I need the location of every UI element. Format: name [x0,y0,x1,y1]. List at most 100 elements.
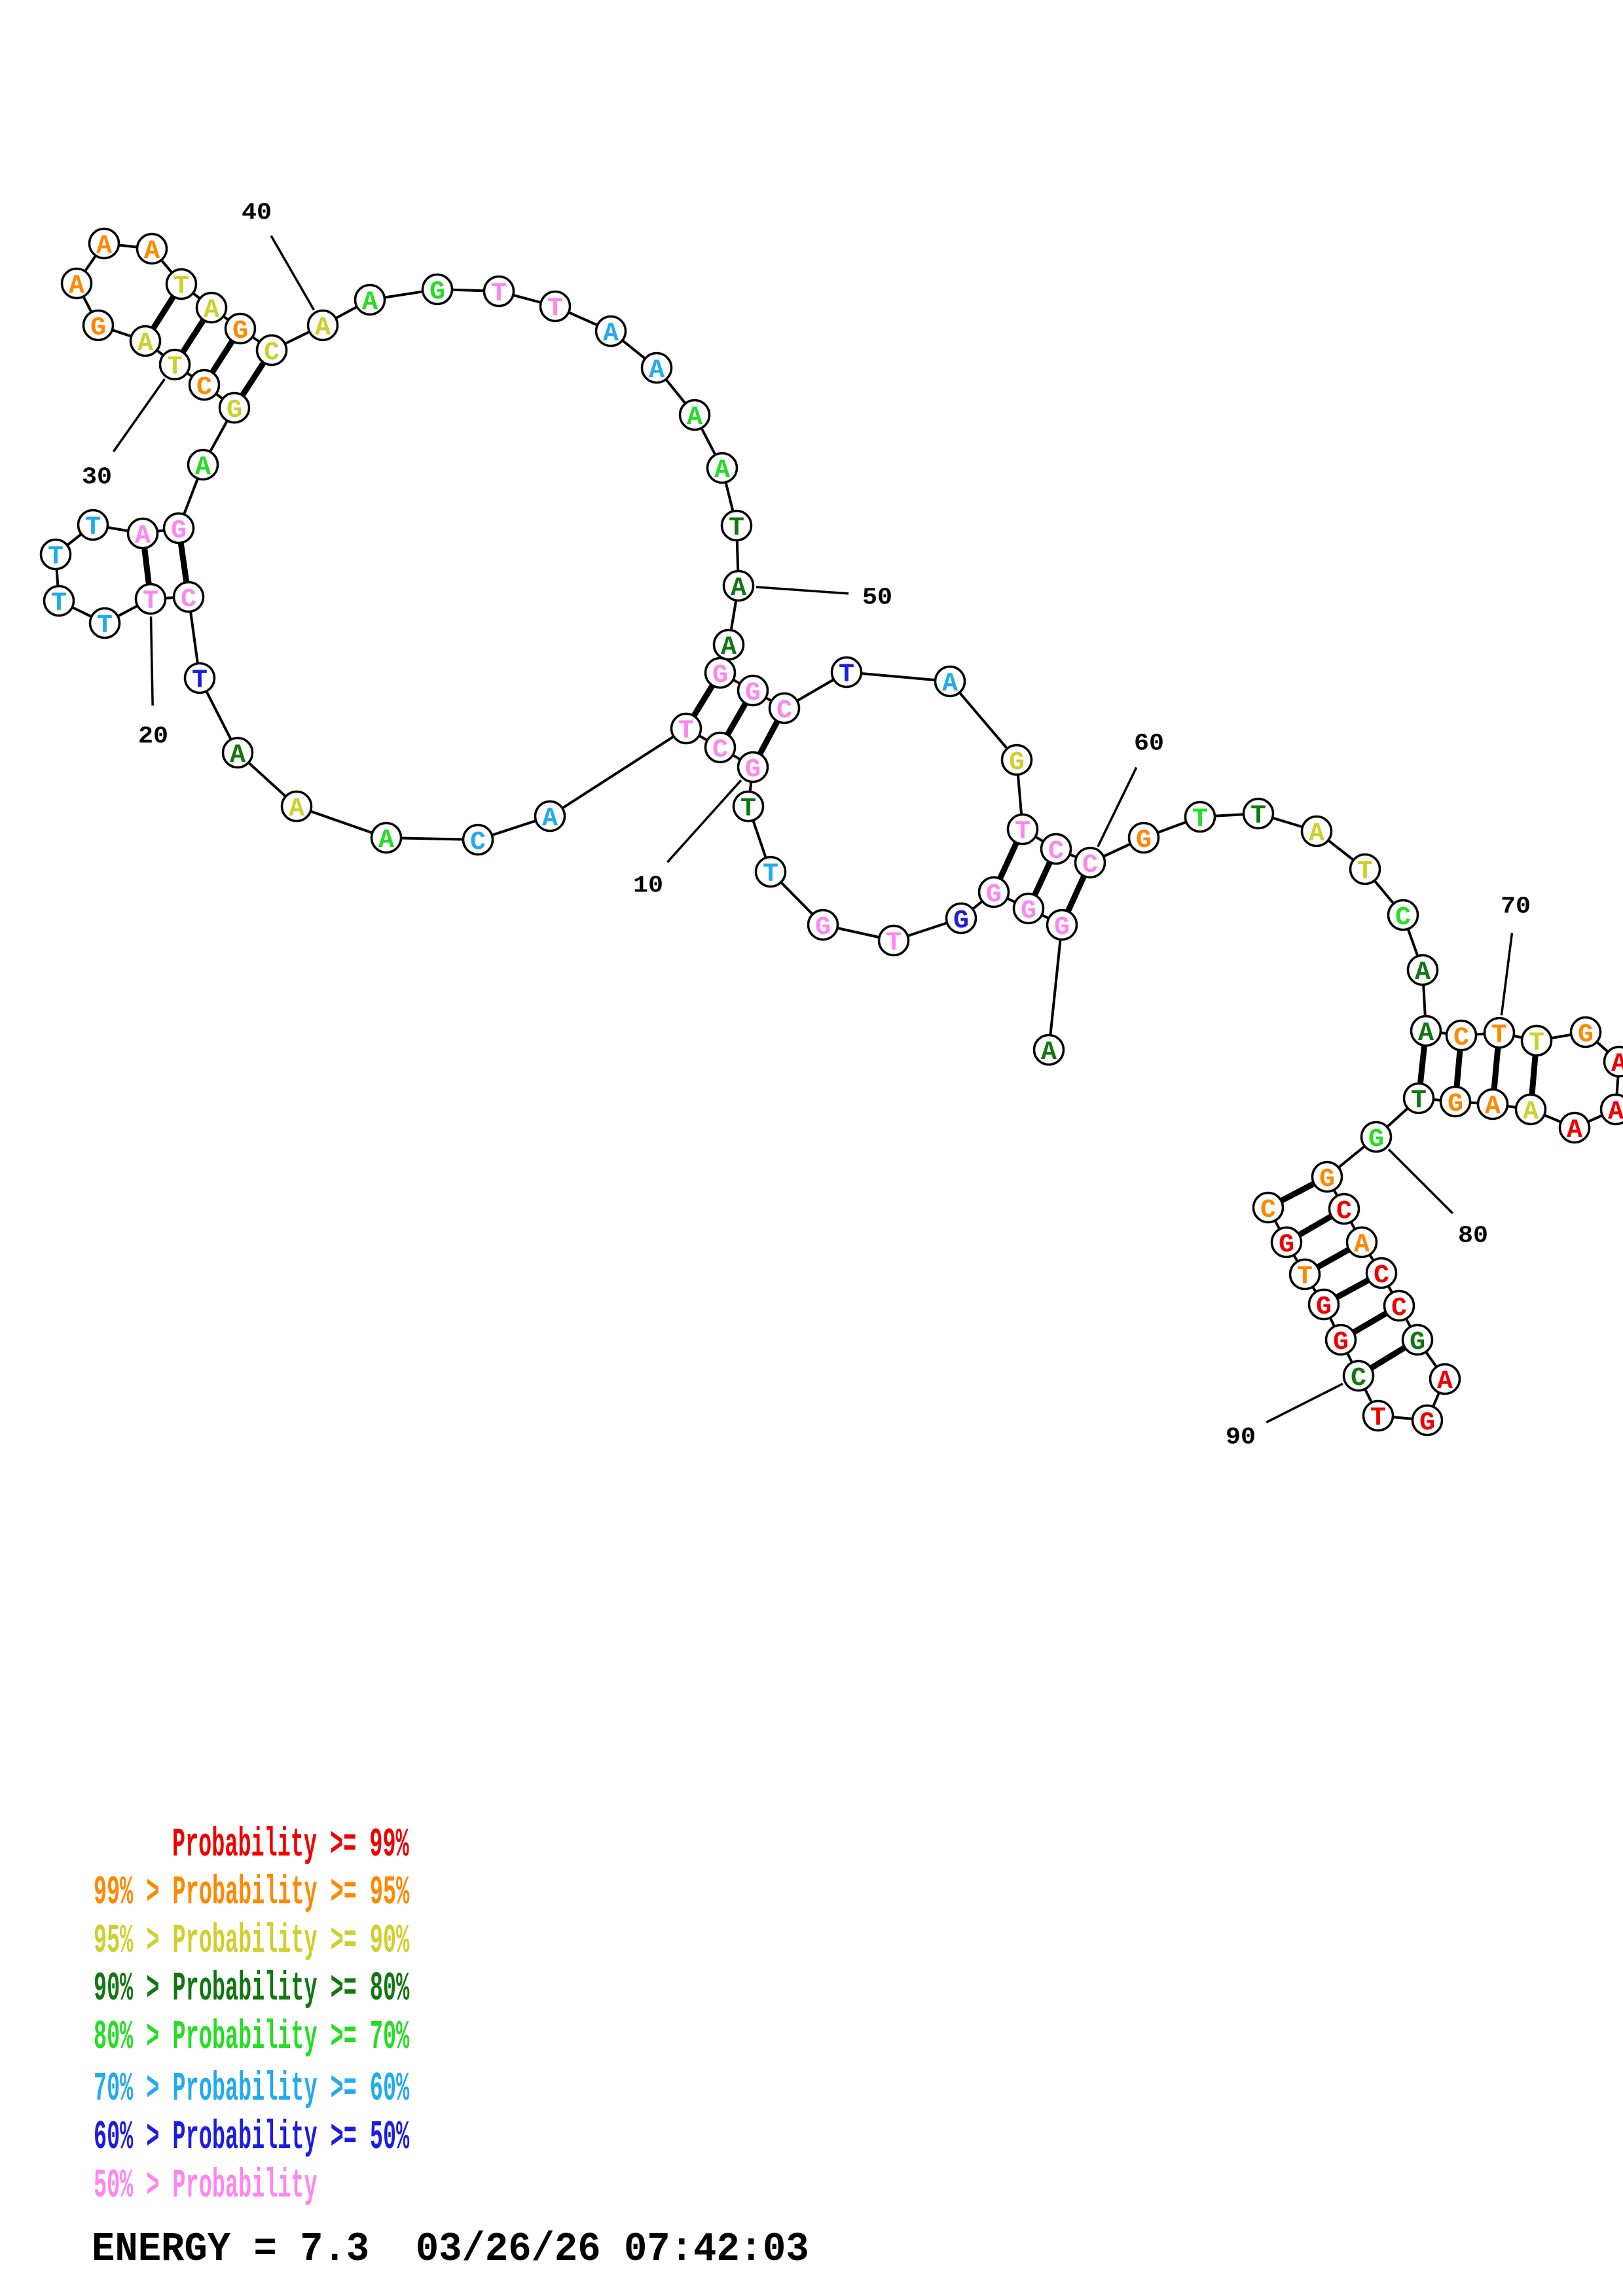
nt-letter-93-T: T [1297,1263,1313,1292]
nt-letter-83-A: A [1354,1230,1370,1260]
nt-letter-1-A: A [1041,1038,1057,1067]
nt-letter-87-A: A [1437,1367,1453,1397]
nt-circle-2 [1046,908,1078,941]
nt-letter-18-T: T [192,666,208,696]
nt-letter-60-C: C [1082,851,1098,880]
nt-letter-28-G: G [227,396,242,425]
nt-circle-74 [1599,1093,1623,1126]
nt-letter-90-C: C [1351,1364,1366,1393]
position-label-50: 50 [862,584,892,611]
nt-letter-13-A: A [542,804,558,834]
nt-circle-70 [1483,1016,1516,1049]
nt-circle-82 [1328,1193,1360,1225]
nt-letter-15-A: A [378,826,394,855]
nt-circle-55 [830,656,863,689]
nt-letter-63-T: T [1250,802,1266,831]
nt-circle-53 [737,674,769,707]
label-leader-line-90 [1266,1382,1343,1424]
nt-letter-82-C: C [1336,1197,1352,1227]
nt-letter-72-G: G [1578,1020,1594,1050]
nt-letter-32-G: G [90,314,106,343]
nt-circle-68 [1410,1014,1442,1047]
backbone-bond-56-57 [949,680,1018,761]
nt-circle-57 [1000,744,1033,776]
position-label-20: 20 [138,723,168,750]
nt-letter-48-A: A [714,456,730,486]
nt-circle-44 [539,290,572,323]
position-label-30: 30 [82,464,112,491]
nt-circle-19 [172,581,205,613]
nt-letter-35-A: A [144,237,160,266]
nt-circle-33 [60,267,93,300]
nt-circle-20 [134,583,167,615]
legend-line-prob-60: 70% > Probability >= 60% [94,2066,410,2112]
nt-circle-78 [1439,1085,1472,1118]
nt-circle-76 [1514,1093,1547,1126]
nt-letter-79-T: T [1411,1086,1427,1116]
nt-circle-64 [1300,815,1333,848]
nt-circle-29 [188,368,221,401]
nt-circle-15 [370,821,403,854]
legend-line-prob-below-50: 50% > Probability [94,2162,318,2209]
nt-circle-89 [1362,1399,1395,1432]
label-leader-line-40 [270,235,316,311]
nt-circle-49 [720,509,753,542]
nt-letter-26-G: G [171,516,187,546]
nt-circle-62 [1184,800,1216,833]
nt-circle-12 [670,712,702,745]
nt-letter-6-T: T [886,929,902,958]
nt-letter-29-C: C [196,373,212,403]
nt-letter-27-A: A [195,453,211,482]
nt-circle-56 [934,665,966,698]
nt-letter-30-T: T [167,353,183,382]
nt-letter-88-G: G [1419,1408,1435,1438]
backbone-bond-12-13 [549,727,687,817]
nt-letter-52-G: G [712,661,728,691]
nt-letter-92-G: G [1316,1293,1332,1322]
nt-circle-90 [1342,1359,1375,1392]
nt-circle-43 [483,275,515,308]
nt-letter-64-A: A [1309,819,1324,849]
label-leader-line-30 [112,378,166,453]
nt-circle-30 [158,348,191,381]
position-label-60: 60 [1134,730,1164,757]
nt-circle-66 [1387,899,1419,931]
nt-circle-28 [218,391,251,424]
nt-letter-16-A: A [289,795,304,824]
position-label-90: 90 [1226,1424,1256,1451]
nt-letter-80-G: G [1368,1125,1384,1155]
nt-circle-21 [88,607,121,639]
nt-circle-10 [737,751,769,783]
nt-circle-92 [1307,1288,1340,1321]
nt-letter-20-T: T [143,587,158,617]
label-leader-line-20 [149,616,154,706]
nt-letter-62-T: T [1192,805,1208,834]
nt-letter-45-A: A [603,319,619,349]
nt-letter-77-A: A [1485,1092,1501,1122]
nt-letter-46-A: A [649,356,665,386]
nt-circle-5 [945,902,977,935]
nt-letter-4-G: G [986,880,1002,910]
nt-letter-24-T: T [85,513,101,543]
nt-circle-26 [162,512,195,545]
nt-circle-16 [280,790,313,823]
position-label-40: 40 [242,200,272,226]
nt-letter-75-A: A [1567,1116,1582,1145]
nt-letter-31-A: A [137,329,153,359]
nt-circle-37 [195,291,228,324]
nt-circle-95 [1252,1191,1285,1224]
nt-letter-70-T: T [1491,1021,1507,1050]
nt-letter-44-T: T [547,295,563,324]
nt-letter-8-T: T [763,860,778,889]
nt-circle-42 [421,273,454,306]
nt-circle-35 [136,232,168,265]
nt-letter-14-C: C [470,828,486,857]
nt-letter-65-T: T [1357,857,1373,887]
nt-letter-21-T: T [97,611,113,641]
nt-circle-61 [1127,821,1160,854]
backbone-bond-55-56 [846,671,951,683]
nt-circle-81 [1311,1160,1343,1193]
nt-circle-6 [877,924,910,957]
